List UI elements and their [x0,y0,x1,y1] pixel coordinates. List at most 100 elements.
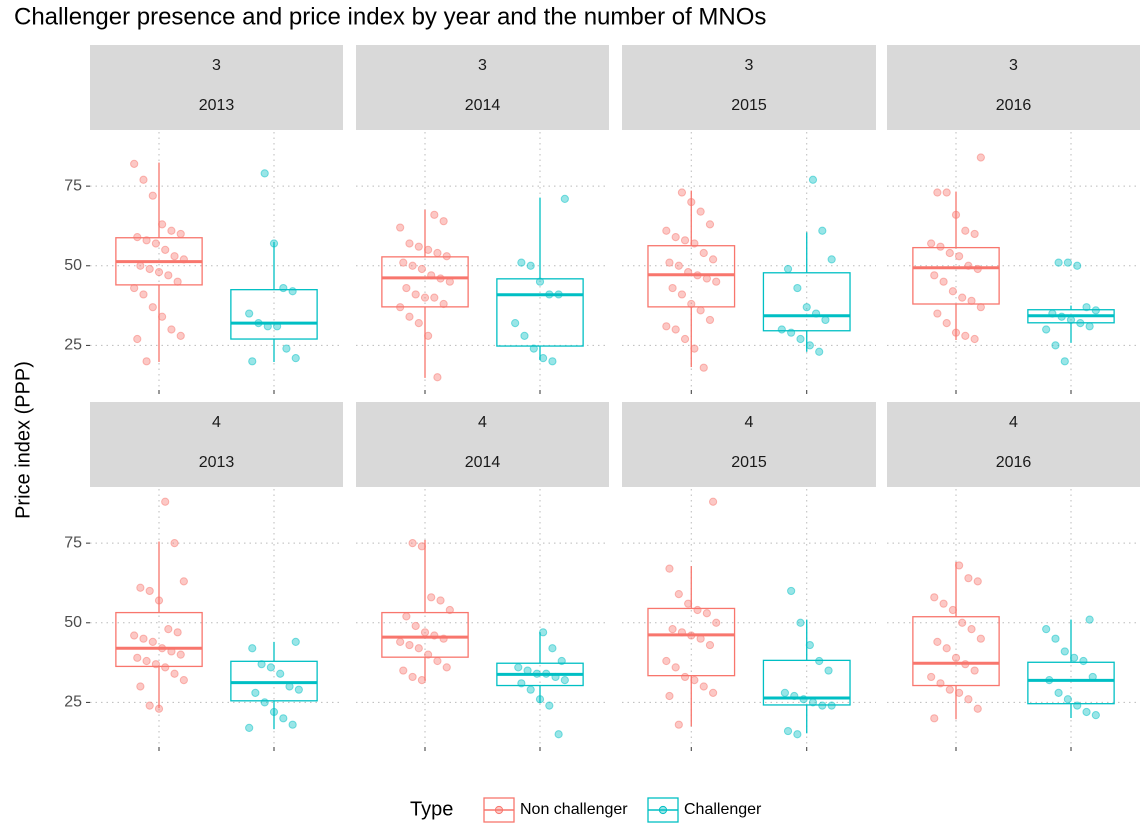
strip [622,45,876,130]
point [945,685,954,694]
point [1073,701,1082,710]
point [560,676,569,685]
point [414,644,423,653]
point [167,226,176,235]
point [1073,261,1082,270]
point [269,239,279,248]
point [712,618,721,627]
point [930,593,939,602]
point [927,672,936,682]
point [1079,656,1088,666]
strip-label: 4 [745,414,754,431]
point [417,264,426,274]
point [705,315,715,325]
strip-label: 2013 [199,97,235,114]
point [173,277,182,286]
point [1085,322,1094,331]
point [439,299,448,309]
point [976,303,985,312]
point [662,226,671,235]
point [662,656,671,666]
point [414,242,423,251]
point [708,497,718,506]
point [535,277,545,286]
strip-label: 4 [478,414,487,431]
point [693,605,702,615]
point [136,583,145,592]
point [436,274,445,283]
point [1063,695,1072,704]
point [145,586,154,596]
point [133,233,142,242]
point [708,255,718,264]
box [647,607,736,677]
box [115,611,203,668]
point [970,334,979,344]
point [787,328,796,337]
point [1091,306,1100,315]
point [176,229,185,239]
strip-label: 4 [1009,414,1018,431]
point [1076,319,1085,328]
point [173,628,182,637]
point [532,669,541,678]
box [1027,661,1115,705]
point [1045,676,1054,685]
point [671,663,680,672]
point [933,188,942,197]
point [408,261,417,270]
point [696,634,705,643]
point [674,590,683,599]
point [142,357,151,366]
point [439,217,448,226]
point [551,672,560,682]
point [680,334,690,344]
point [554,290,563,299]
point [818,226,827,235]
point [973,577,982,586]
point [970,229,979,239]
point [154,268,164,277]
point [696,207,705,216]
strip-label: 2015 [731,97,767,114]
point [414,319,423,328]
point [526,261,535,270]
point [936,679,945,688]
point [248,644,257,653]
point [961,660,970,669]
point [411,290,420,299]
point [687,299,696,309]
point [399,258,408,267]
point [777,325,786,334]
point [690,239,699,248]
point [151,660,160,669]
point [955,252,964,261]
point [668,283,677,293]
point [161,245,170,254]
point [430,631,439,640]
point [285,682,294,691]
point [142,236,151,245]
point [396,303,405,312]
point [1042,625,1051,634]
point [818,701,827,710]
point [417,542,426,551]
point [930,714,939,723]
point [161,497,170,506]
point [808,698,818,707]
strip-label: 2014 [465,454,501,471]
point [1063,258,1072,267]
point [158,220,167,229]
point [973,704,982,713]
point [433,373,442,382]
point [279,283,288,293]
point [408,539,417,548]
point [958,618,967,627]
point [245,309,254,318]
point [705,640,715,650]
point [170,539,179,548]
y-axis-label: Price index (PPP) [12,361,34,519]
strip [887,45,1140,130]
point [427,271,436,280]
point [424,245,433,254]
